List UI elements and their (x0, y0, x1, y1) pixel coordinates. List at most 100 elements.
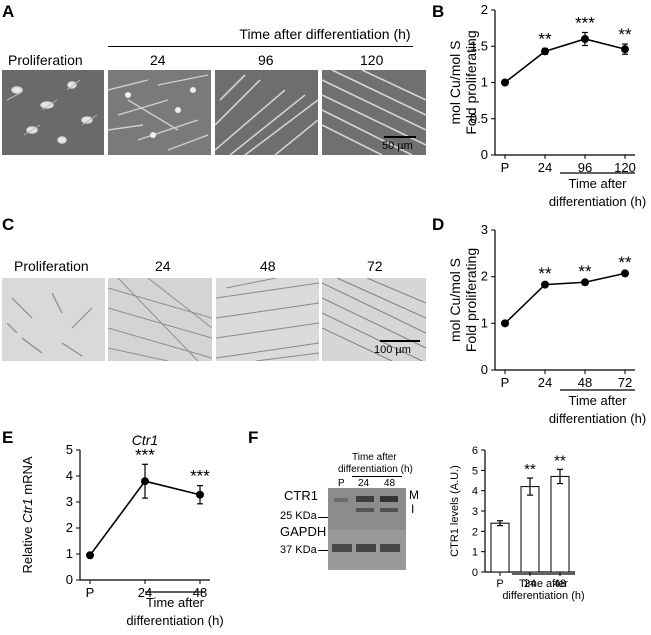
chart-f-sig-label: ** (524, 461, 536, 478)
cells-c-24h (108, 278, 212, 361)
blot-ctr1 (328, 488, 406, 530)
chart-e-xlabel-line2: differentiation (h) (126, 613, 223, 628)
panel-letter-a: A (2, 2, 15, 21)
blot-gapdh-bands (332, 544, 400, 552)
chart-e-ylabel-part: Relative (20, 523, 35, 574)
chart-f-xlabel-line2: differentiation (h) (502, 590, 584, 602)
chart-d-xlabel-line1: Time after (568, 393, 627, 408)
blot-ctr1-marker-tick (318, 517, 328, 518)
chart-e-ytick-label: 5 (66, 442, 73, 457)
micrograph-c-72h: 100 µm (322, 278, 426, 361)
chart-e-ytick-label: 4 (66, 468, 73, 483)
chart-e-sig-label: *** (190, 467, 210, 486)
chart-b-ytick-label: 0 (481, 147, 488, 162)
chart-f-xtick-label: 48 (554, 578, 566, 590)
chart-f-ytick-label: 1 (472, 547, 478, 559)
scale-bar-a (384, 136, 416, 138)
scale-bar-a-label: 50 µm (382, 140, 413, 152)
blot-lane-24: 24 (358, 478, 370, 489)
chart-b-point (501, 78, 509, 87)
micrograph-c-proliferation (2, 278, 105, 361)
chart-d-xtick-label: P (501, 375, 510, 390)
blot-lane-p: P (338, 478, 345, 489)
chart-e-ylabel: Relative Ctr1 mRNA (20, 456, 35, 573)
chart-f-bar (550, 475, 570, 573)
micrograph-a-24h (108, 70, 211, 155)
chart-b-ytick-label: 1 (481, 75, 488, 90)
chart-f-bar (490, 522, 510, 573)
chart-b-ytick-label: 1.5 (470, 38, 488, 53)
panel-a-label-96: 96 (258, 52, 274, 68)
panel-letter-d: D (432, 215, 445, 234)
cells-c-72h (322, 278, 426, 361)
chart-d-sig-label: ** (618, 253, 632, 272)
chart-d-ytick-label: 1 (481, 315, 488, 330)
blot-gapdh-marker-tick (318, 550, 328, 551)
chart-f-ytick-label: 2 (472, 526, 478, 538)
panel-a-label-120: 120 (360, 52, 384, 68)
chart-d-xtick-label: 72 (618, 375, 632, 390)
chart-d-ytick-label: 0 (481, 362, 488, 377)
chart-d-ytick-label: 3 (481, 222, 488, 237)
blot-gapdh-label: GAPDH (280, 524, 327, 539)
chart-d-point (501, 319, 509, 328)
chart-d-point (541, 280, 549, 289)
chart-d-ylabel-line1: mol Cu/mol S (447, 258, 463, 342)
chart-d: 0 1 2 3 P 24 48 72 Time after differentiation (h)… (447, 222, 646, 426)
scale-bar-c-label: 100 µm (374, 344, 411, 356)
panel-a-header: Time after differentiation (h) (239, 26, 411, 42)
cells-a-24h (108, 74, 209, 151)
panel-letter-e: E (2, 428, 14, 447)
blot-band-i: I (411, 502, 415, 516)
chart-b-sig-label: ** (538, 29, 552, 48)
chart-d-ylabel-line2: Fold proliferating (463, 248, 479, 352)
chart-b-point (581, 35, 589, 43)
chart-f-xlabel-line1: Time after (519, 578, 568, 590)
micrograph-c-24h (108, 278, 212, 361)
chart-f-ytick-label: 3 (472, 506, 478, 518)
chart-b-xtick-label: 24 (538, 160, 552, 175)
chart-e-sig-label: *** (135, 445, 155, 464)
chart-f-ytick-label: 6 (472, 445, 478, 457)
chart-d-point (581, 278, 589, 287)
micrograph-a-120h: 50 µm (322, 70, 426, 155)
chart-f-ylabel: CTR1 levels (A.U.) (449, 465, 461, 557)
panel-letter-c: C (2, 215, 15, 234)
chart-e-ytick-label: 0 (66, 572, 73, 587)
panel-a-label-proliferation: Proliferation (8, 52, 83, 68)
cells-a-96h (215, 74, 318, 155)
chart-e-gene-label: Ctr1 (132, 432, 158, 448)
chart-e-ylabel-part: Ctr1 (20, 498, 35, 523)
cells-c-48h (216, 278, 319, 361)
chart-d-sig-label: ** (578, 262, 592, 281)
chart-b-ytick-label: 2 (481, 2, 488, 17)
cells-a-proliferation (6, 79, 98, 144)
chart-f-ytick-label: 5 (472, 465, 478, 477)
chart-f-ytick-label: 0 (472, 567, 478, 579)
panel-a-header-line (108, 46, 413, 47)
blot-ctr1-label: CTR1 (284, 488, 318, 503)
panel-c-label-48: 48 (260, 258, 276, 274)
chart-d-xlabel-line2: differentiation (h) (549, 411, 646, 426)
micrograph-a-96h (215, 70, 318, 155)
chart-b-series-line (504, 38, 626, 84)
chart-b-ylabel-line2: Fold proliferating (463, 30, 479, 134)
chart-f-xtick-label: 24 (524, 578, 536, 590)
panel-a-label-24: 24 (150, 52, 166, 68)
chart-e-xtick-label: P (86, 585, 95, 600)
panel-letter-f: F (248, 428, 259, 447)
panel-c-label-proliferation: Proliferation (14, 258, 89, 274)
cells-a-120h (322, 70, 426, 155)
scale-bar-c (380, 340, 420, 342)
chart-e-ytick-label: 1 (66, 546, 73, 561)
chart-e-xlabel-line1: Time after (146, 595, 205, 610)
blot-header-line1: Time after (352, 452, 397, 463)
chart-b-xtick-label: 120 (614, 160, 636, 175)
blot-band-m: M (409, 488, 419, 502)
chart-d-sig-label: ** (538, 264, 552, 283)
blot-lane-48: 48 (384, 478, 396, 489)
panel-c-label-72: 72 (367, 258, 383, 274)
micrograph-c-48h (216, 278, 319, 361)
chart-d-point (621, 269, 629, 278)
